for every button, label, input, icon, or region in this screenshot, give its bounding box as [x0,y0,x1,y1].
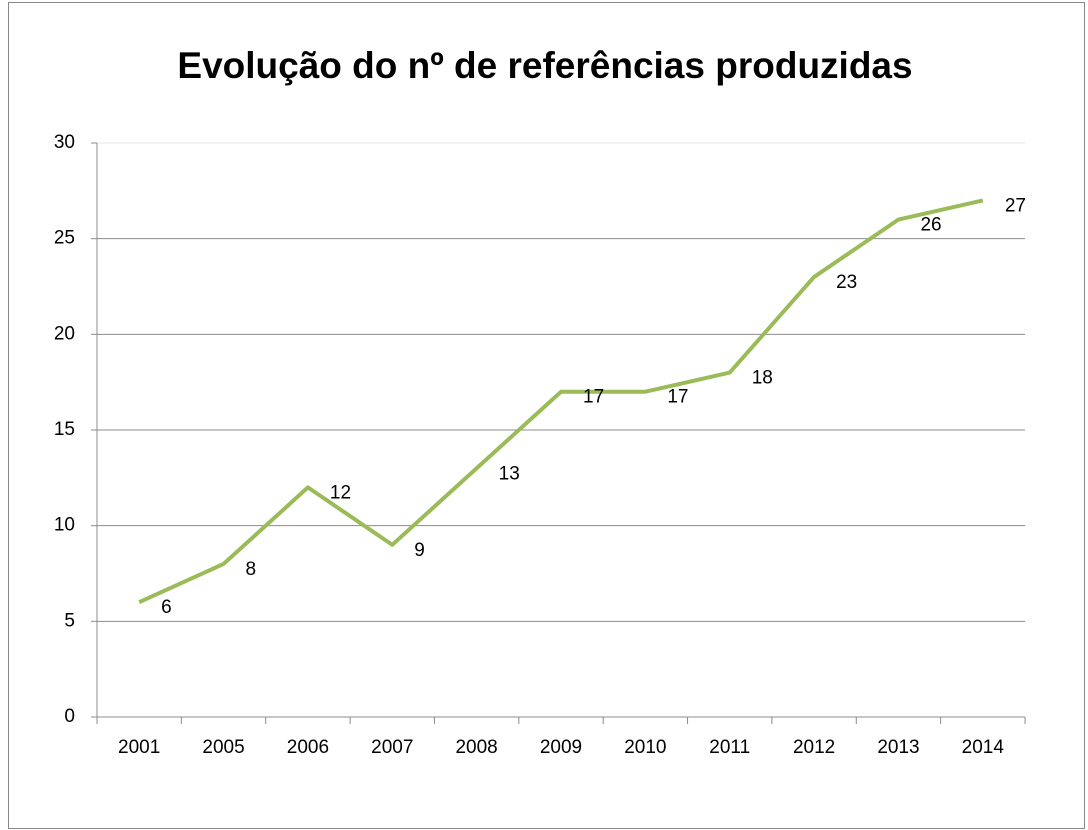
data-line [138,198,984,605]
x-tick-label: 2010 [624,737,666,758]
x-tick-label: 2007 [371,737,413,758]
data-label: 26 [920,215,941,236]
data-label: 12 [330,482,351,503]
x-tick-label: 2005 [202,737,244,758]
x-tick-label: 2012 [793,737,835,758]
x-tick-label: 2009 [540,737,582,758]
y-tick-label: 10 [54,515,75,536]
data-label: 9 [414,540,425,561]
x-tick-label: 2008 [455,737,497,758]
y-tick-label: 30 [54,132,75,153]
x-tick-label: 2014 [962,737,1005,758]
data-label: 18 [752,368,773,389]
data-label: 23 [836,272,857,293]
x-tick-label: 2011 [709,737,750,758]
data-label: 27 [1005,195,1026,216]
x-tick-label: 2013 [877,737,919,758]
data-label: 6 [161,597,172,618]
y-tick-label: 5 [64,610,75,631]
data-label: 17 [667,387,688,408]
data-label: 17 [583,387,604,408]
y-tick-label: 25 [54,228,75,249]
y-tick-label: 15 [54,419,75,440]
data-label: 13 [499,463,520,484]
x-tick-label: 2001 [118,737,160,758]
y-tick-label: 20 [54,323,75,344]
data-label: 8 [246,559,257,580]
y-tick-label: 0 [64,706,75,727]
chart-border [8,2,1085,829]
chart-title: Evolução do nº de referências produzidas [177,45,912,86]
x-tick-label: 2006 [287,737,329,758]
